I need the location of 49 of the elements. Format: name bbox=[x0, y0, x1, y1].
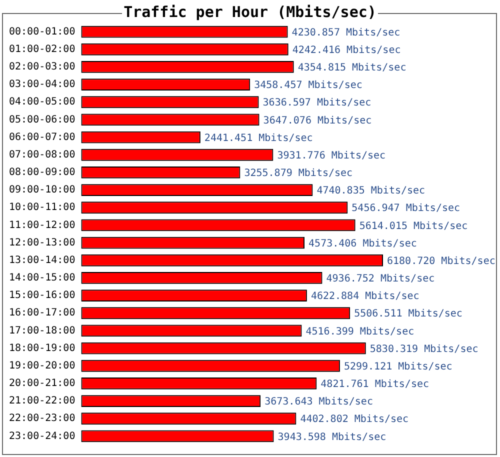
data-label: 4821.761 Mbits/sec bbox=[320, 379, 430, 390]
y-tick-label: 08:00-09:00 bbox=[8, 167, 76, 178]
data-label: 4230.857 Mbits/sec bbox=[292, 27, 400, 38]
y-tick-label: 22:00-23:00 bbox=[8, 413, 76, 424]
data-label: 4573.406 Mbits/sec bbox=[308, 238, 417, 250]
y-tick-label: 23:00-24:00 bbox=[8, 430, 76, 442]
data-label: 3636.597 Mbits/sec bbox=[262, 98, 372, 109]
data-label: 4740.835 Mbits/sec bbox=[316, 186, 426, 197]
y-tick-label: 19:00-20:00 bbox=[8, 360, 76, 372]
data-label: 5299.121 Mbits/sec bbox=[344, 361, 452, 372]
data-label: 3943.598 Mbits/sec bbox=[278, 432, 386, 443]
data-label: 5456.947 Mbits/sec bbox=[352, 203, 460, 214]
data-label: 3458.457 Mbits/sec bbox=[254, 80, 362, 92]
y-tick-label: 06:00-07:00 bbox=[8, 132, 76, 143]
data-label: 5830.319 Mbits/sec bbox=[370, 344, 478, 355]
y-tick-label: 18:00-19:00 bbox=[8, 342, 76, 354]
chart-title: Traffic per Hour (Mbits/sec) bbox=[122, 3, 378, 21]
y-tick-label: 01:00-02:00 bbox=[8, 44, 76, 55]
data-label: 4242.416 Mbits/sec bbox=[292, 44, 401, 56]
y-tick-label: 04:00-05:00 bbox=[8, 96, 76, 108]
y-tick-label: 16:00-17:00 bbox=[8, 308, 76, 319]
data-label: 4516.399 Mbits/sec bbox=[306, 326, 414, 338]
data-label: 4936.752 Mbits/sec bbox=[326, 274, 435, 285]
y-tick-label: 10:00-11:00 bbox=[8, 202, 76, 214]
y-tick-label: 14:00-15:00 bbox=[8, 272, 76, 284]
data-label: 3255.879 Mbits/sec bbox=[244, 168, 353, 180]
data-label: 4402.802 Mbits/sec bbox=[300, 414, 409, 426]
data-label: 4622.884 Mbits/sec bbox=[310, 291, 420, 302]
y-tick-label: 17:00-18:00 bbox=[8, 325, 76, 336]
y-tick-label: 05:00-06:00 bbox=[8, 114, 76, 126]
y-tick-label: 03:00-04:00 bbox=[8, 79, 76, 90]
y-tick-label: 20:00-21:00 bbox=[8, 378, 76, 390]
y-tick-label: 09:00-10:00 bbox=[8, 184, 76, 196]
y-tick-label: 00:00-01:00 bbox=[8, 26, 76, 38]
data-label: 3647.076 Mbits/sec bbox=[263, 115, 372, 126]
data-label: 3673.643 Mbits/sec bbox=[264, 396, 373, 408]
data-label: 6180.720 Mbits/sec bbox=[387, 256, 496, 267]
data-label: 4354.815 Mbits/sec bbox=[298, 62, 406, 74]
data-label: 5614.015 Mbits/sec bbox=[359, 220, 468, 232]
data-label: 2441.451 Mbits/sec bbox=[204, 132, 313, 144]
y-tick-label: 12:00-13:00 bbox=[8, 237, 76, 248]
data-label: 3931.776 Mbits/sec bbox=[277, 150, 386, 162]
data-label: 5506.511 Mbits/sec bbox=[354, 308, 462, 320]
y-tick-label: 15:00-16:00 bbox=[8, 290, 76, 302]
y-tick-label: 11:00-12:00 bbox=[8, 220, 76, 231]
y-tick-label: 07:00-08:00 bbox=[8, 149, 76, 160]
y-tick-label: 13:00-14:00 bbox=[8, 254, 76, 266]
y-tick-label: 21:00-22:00 bbox=[8, 396, 76, 407]
y-tick-label: 02:00-03:00 bbox=[8, 62, 76, 73]
